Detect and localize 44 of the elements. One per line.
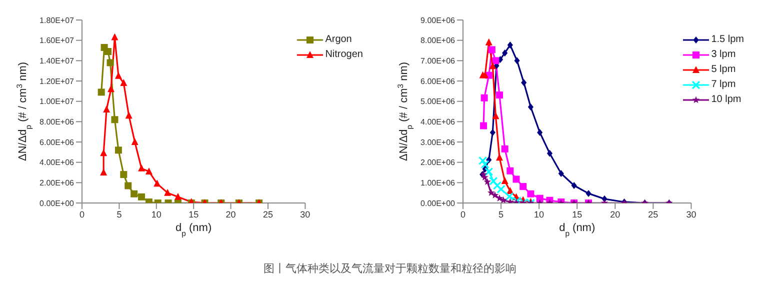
legend-label: 3 lpm — [711, 49, 736, 60]
x-tick-label: 25 — [262, 209, 273, 220]
y-tick-label: 1.60E+07 — [40, 36, 75, 46]
x-tick-label: 0 — [79, 209, 85, 220]
y-tick-label: 2.00E+06 — [420, 158, 456, 168]
x-tick-label: 15 — [572, 209, 582, 220]
legend-label: 1.5 lpm — [711, 34, 744, 45]
y-tick-label: 9.00E+06 — [420, 16, 456, 25]
y-tick-label: 6.00E+06 — [420, 76, 456, 86]
legend-label: 10 lpm — [711, 94, 742, 105]
y-tick-label: 2.00E+06 — [40, 178, 75, 188]
y-tick-label: 1.80E+07 — [40, 16, 75, 25]
y-tick-label: 8.00E+06 — [420, 36, 456, 46]
y-tick-label: 1.00E+06 — [420, 178, 456, 188]
y-tick-label: 5.00E+06 — [420, 97, 456, 106]
x-tick-label: 15 — [188, 209, 199, 220]
text: 图丨气体种类以及气流量对于颗粒数量和粒径的影响 — [262, 261, 518, 276]
x-tick-label: 20 — [226, 209, 236, 220]
y-tick-label: 0.00E+00 — [420, 198, 456, 208]
y-tick-label: 1.20E+07 — [40, 76, 75, 86]
legend-label: Argon — [325, 34, 352, 45]
x-tick-label: 5 — [116, 209, 122, 220]
y-tick-label: 1.40E+07 — [40, 56, 75, 66]
legend-label: Nitrogen — [325, 49, 363, 60]
x-tick-label: 0 — [460, 209, 466, 220]
y-tick-label: 6.00E+06 — [40, 138, 75, 147]
x-tick-label: 10 — [534, 209, 544, 220]
y-tick-label: 4.00E+06 — [420, 118, 456, 127]
x-tick-label: 25 — [648, 209, 658, 220]
x-tick-label: 30 — [300, 209, 310, 220]
legend-label: 7 lpm — [711, 79, 736, 90]
x-tick-label: 5 — [498, 209, 504, 220]
x-tick-label: 30 — [686, 209, 696, 220]
y-tick-label: 0.00E+00 — [40, 198, 75, 208]
y-tick-label: 3.00E+06 — [420, 138, 456, 147]
x-axis-title: d$_{p}$ (nm) — [559, 222, 596, 238]
y-tick-label: 8.00E+06 — [40, 118, 75, 127]
legend-label: 5 lpm — [711, 64, 736, 75]
x-axis-title: d$_{p}$ (nm) — [176, 222, 212, 238]
y-tick-label: 4.00E+06 — [40, 158, 75, 168]
x-tick-label: 20 — [610, 209, 620, 220]
y-tick-label: 1.00E+07 — [40, 97, 75, 106]
x-tick-label: 10 — [151, 209, 162, 220]
y-tick-label: 7.00E+06 — [420, 56, 456, 66]
